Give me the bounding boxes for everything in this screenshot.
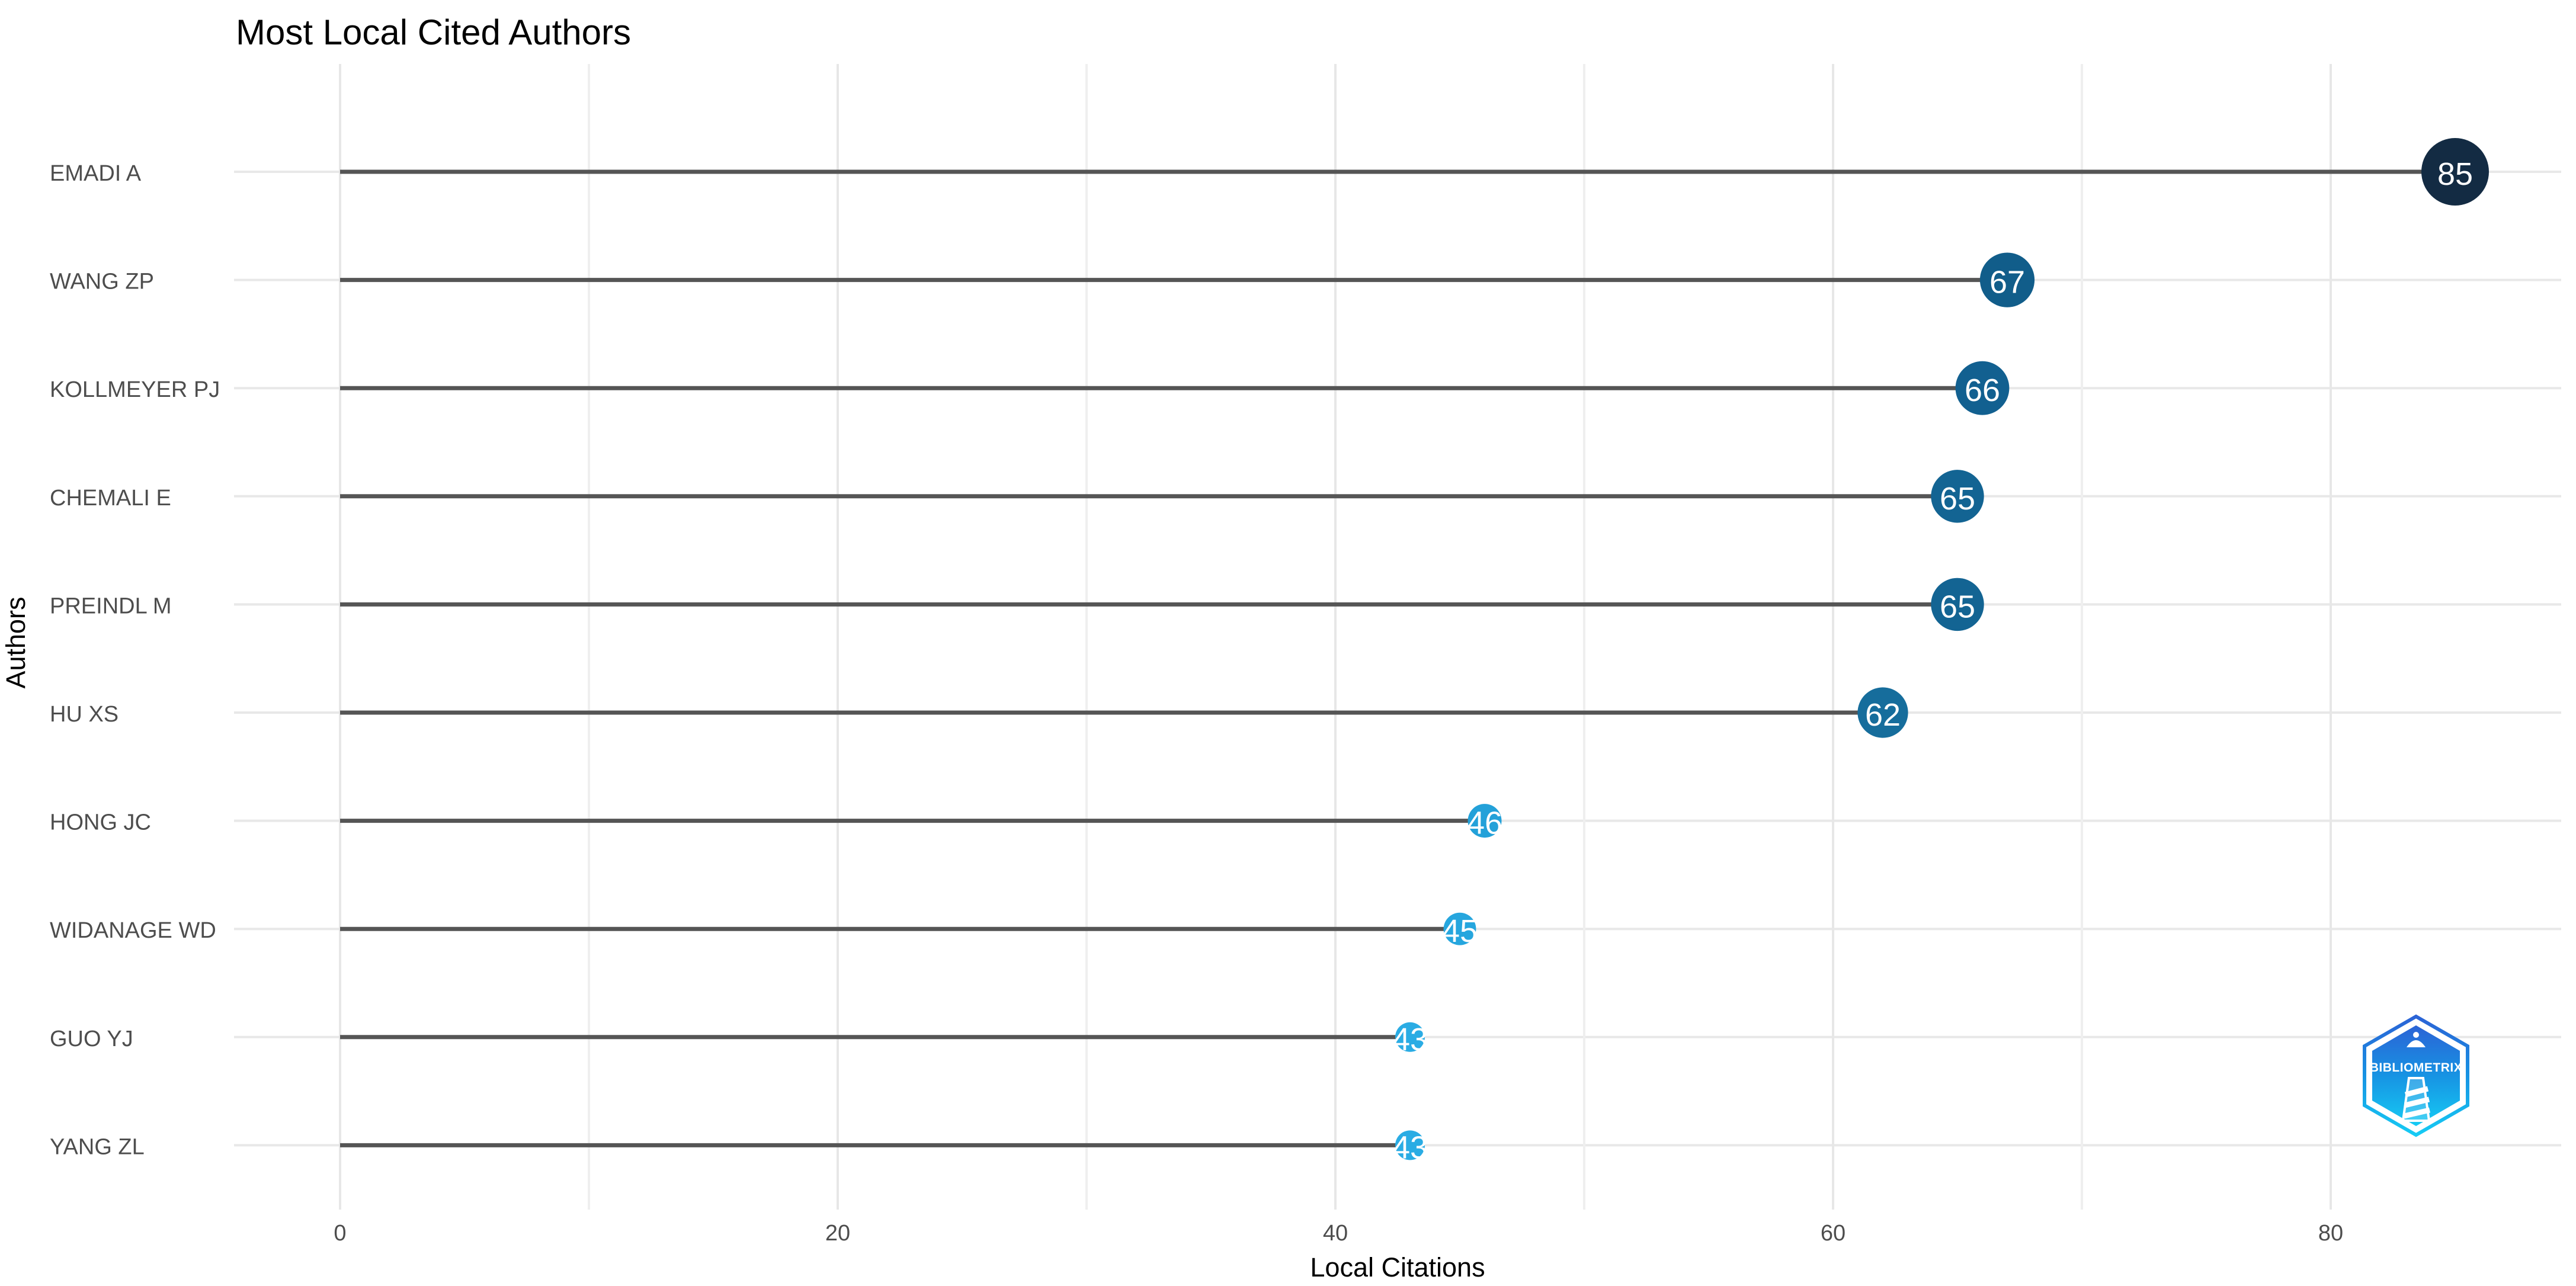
chart-title: Most Local Cited Authors: [236, 12, 631, 52]
x-axis-title: Local Citations: [1310, 1252, 1485, 1282]
data-point-value: 66: [1965, 373, 2000, 408]
y-axis-label: CHEMALI E: [50, 486, 171, 511]
data-point-value: 43: [1392, 1130, 1428, 1165]
data-point: [1395, 1022, 1425, 1052]
data-point: [2421, 138, 2489, 206]
logo-hexagon-inner: [2372, 1025, 2460, 1126]
data-point-value: 67: [1989, 265, 2025, 300]
data-point-value: 45: [1442, 913, 1478, 949]
y-axis-labels: EMADI A WANG ZP KOLLMEYER PJ CHEMALI E PREIN…: [50, 161, 220, 1159]
lollipop-stems: [340, 169, 2455, 1147]
data-point: [1857, 687, 1908, 738]
data-point-value: 43: [1392, 1022, 1428, 1057]
data-points: 85 67 66 65 65 62 46 45 43 43: [1392, 138, 2489, 1165]
x-axis-tick-label: 0: [334, 1221, 346, 1246]
data-point: [1931, 578, 1984, 631]
data-point: [1931, 470, 1984, 523]
y-axis-label: GUO YJ: [50, 1027, 133, 1051]
data-point: [1395, 1130, 1425, 1160]
data-point-value: 46: [1467, 806, 1502, 841]
y-axis-label: WIDANAGE WD: [50, 918, 216, 943]
x-axis-tick-label: 60: [1821, 1221, 1846, 1246]
data-point-value: 65: [1940, 589, 1975, 624]
y-axis-label: PREINDL M: [50, 594, 172, 618]
lighthouse-stripe-icon: [2404, 1086, 2429, 1098]
data-point-value: 65: [1940, 481, 1975, 517]
lighthouse-dome-icon: [2407, 1040, 2426, 1047]
y-axis-label: KOLLMEYER PJ: [50, 377, 220, 402]
y-axis-title: Authors: [1, 597, 31, 688]
data-point: [1468, 804, 1502, 838]
y-axis-label: EMADI A: [50, 161, 142, 186]
data-point: [1979, 252, 2035, 307]
data-point-value: 62: [1865, 697, 1901, 733]
row-gridlines: [234, 171, 2561, 1147]
y-axis-label: HU XS: [50, 702, 118, 727]
lighthouse-stripe-icon: [2404, 1096, 2430, 1108]
y-axis-label: WANG ZP: [50, 270, 154, 294]
logo-wordmark: BIBLIOMETRIX: [2370, 1061, 2463, 1075]
lighthouse-knob-icon: [2413, 1032, 2419, 1038]
data-point: [1955, 361, 2010, 415]
data-point-value: 85: [2437, 156, 2473, 192]
x-axis-tick-label: 20: [825, 1221, 850, 1246]
y-axis-label: YANG ZL: [50, 1134, 145, 1159]
data-point: [1443, 912, 1476, 945]
lighthouse-stripe-icon: [2403, 1107, 2431, 1119]
x-axis-tick-labels: 0 20 40 60 80: [334, 1221, 2343, 1246]
bibliometrix-logo: BIBLIOMETRIX: [2363, 1014, 2469, 1137]
x-axis-tick-label: 40: [1323, 1221, 1348, 1246]
x-gridlines: [339, 64, 2332, 1210]
y-axis-label: HONG JC: [50, 810, 151, 835]
x-axis-tick-label: 80: [2318, 1221, 2343, 1246]
